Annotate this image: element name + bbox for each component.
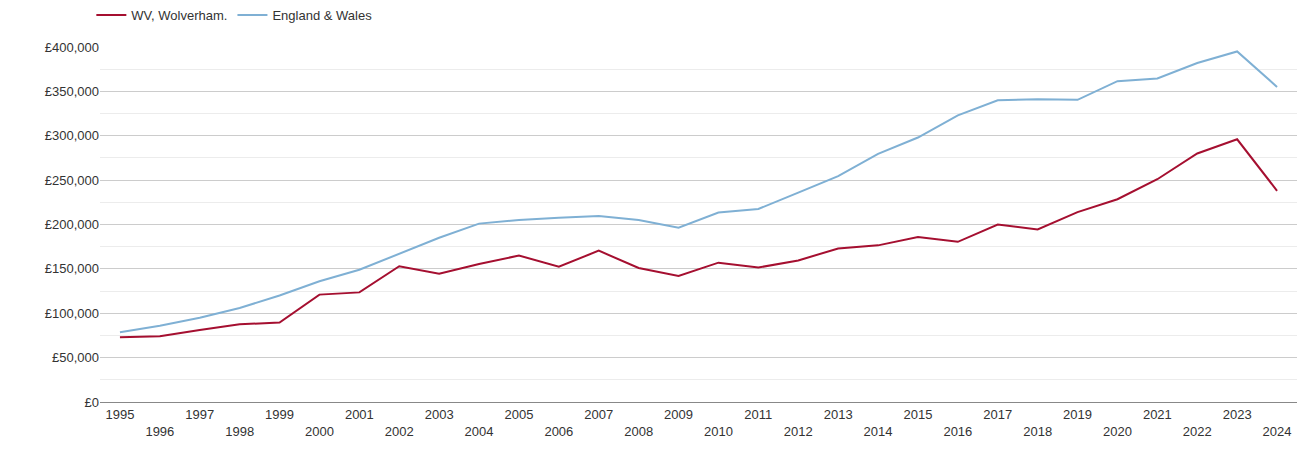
svg-text:£300,000: £300,000 (45, 128, 99, 143)
svg-text:2023: 2023 (1223, 407, 1252, 422)
svg-text:2006: 2006 (544, 424, 573, 439)
svg-text:2017: 2017 (983, 407, 1012, 422)
svg-text:2010: 2010 (704, 424, 733, 439)
svg-text:£0: £0 (85, 395, 99, 410)
svg-text:WV, Wolverham.: WV, Wolverham. (131, 8, 227, 23)
svg-text:2008: 2008 (624, 424, 653, 439)
svg-text:2015: 2015 (903, 407, 932, 422)
svg-text:2003: 2003 (425, 407, 454, 422)
svg-text:2005: 2005 (504, 407, 533, 422)
svg-text:£350,000: £350,000 (45, 84, 99, 99)
svg-text:1997: 1997 (185, 407, 214, 422)
svg-text:1999: 1999 (265, 407, 294, 422)
svg-text:2007: 2007 (584, 407, 613, 422)
svg-text:2020: 2020 (1103, 424, 1132, 439)
svg-text:£400,000: £400,000 (45, 40, 99, 55)
svg-text:2019: 2019 (1063, 407, 1092, 422)
svg-text:2021: 2021 (1143, 407, 1172, 422)
svg-text:2013: 2013 (824, 407, 853, 422)
svg-text:2000: 2000 (305, 424, 334, 439)
svg-text:2004: 2004 (465, 424, 494, 439)
svg-text:2018: 2018 (1023, 424, 1052, 439)
svg-text:£50,000: £50,000 (52, 350, 99, 365)
svg-text:2001: 2001 (345, 407, 374, 422)
svg-text:2009: 2009 (664, 407, 693, 422)
svg-text:£150,000: £150,000 (45, 261, 99, 276)
svg-text:2011: 2011 (744, 407, 772, 422)
svg-text:1995: 1995 (105, 407, 134, 422)
svg-text:2024: 2024 (1263, 424, 1292, 439)
svg-text:1996: 1996 (145, 424, 174, 439)
svg-text:2022: 2022 (1183, 424, 1212, 439)
svg-text:£250,000: £250,000 (45, 173, 99, 188)
svg-text:£100,000: £100,000 (45, 306, 99, 321)
svg-text:2016: 2016 (943, 424, 972, 439)
svg-text:£200,000: £200,000 (45, 217, 99, 232)
svg-text:1998: 1998 (225, 424, 254, 439)
svg-text:England & Wales: England & Wales (272, 8, 372, 23)
svg-text:2014: 2014 (864, 424, 893, 439)
svg-text:2002: 2002 (385, 424, 414, 439)
svg-text:2012: 2012 (784, 424, 813, 439)
